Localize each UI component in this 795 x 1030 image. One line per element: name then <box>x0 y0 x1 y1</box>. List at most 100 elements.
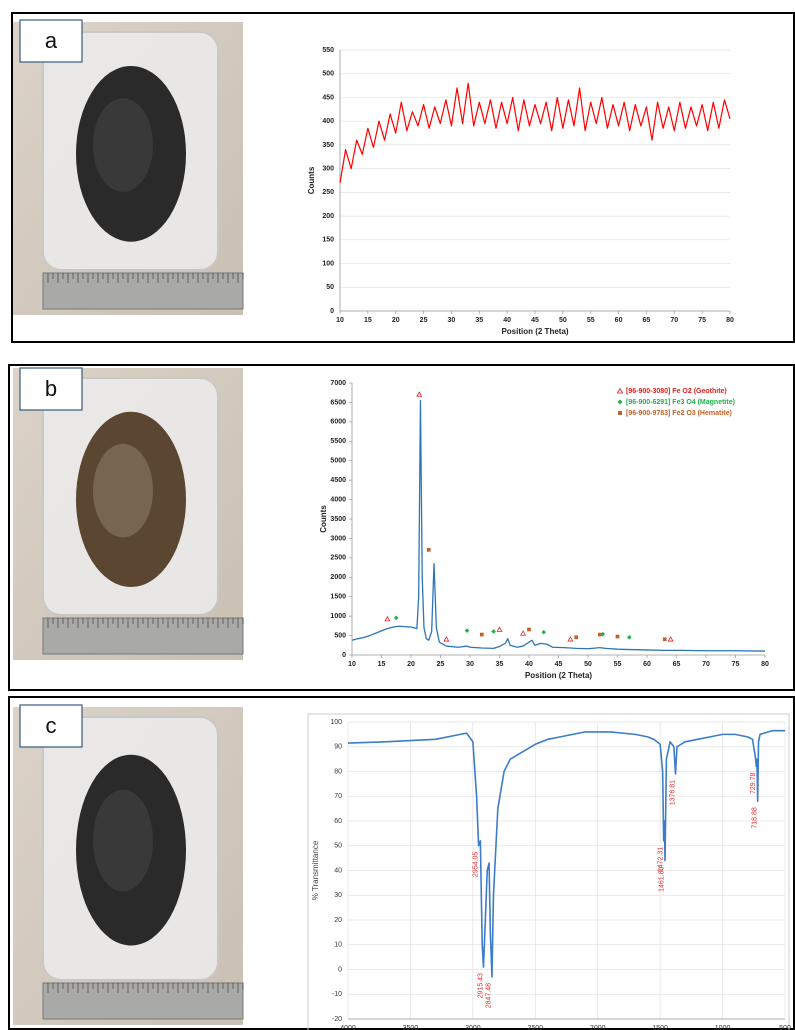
legend-marker <box>618 411 622 415</box>
y-tick-label: 150 <box>322 237 334 244</box>
sample-highlight <box>93 98 153 192</box>
x-tick-label: 70 <box>702 661 710 668</box>
x-tick-label: 65 <box>673 661 681 668</box>
x-tick-label: 45 <box>531 317 539 324</box>
x-tick-label: 80 <box>726 317 734 324</box>
y-tick-label: 1500 <box>330 594 346 601</box>
x-tick-label: 35 <box>496 661 504 668</box>
peak-label: 718.88 <box>752 807 759 829</box>
y-tick-label: 6500 <box>330 399 346 406</box>
x-tick-label: 75 <box>698 317 706 324</box>
x-tick-label: 20 <box>407 661 415 668</box>
marker <box>443 636 450 642</box>
y-tick-label: 40 <box>334 867 342 874</box>
y-tick-label: 300 <box>322 165 334 172</box>
x-axis-label: Position (2 Theta) <box>501 327 568 336</box>
legend-marker <box>617 399 623 405</box>
legend-marker <box>616 387 624 394</box>
data-line <box>339 82 731 183</box>
y-tick-label: 3000 <box>330 535 346 542</box>
x-tick-label: 2000 <box>590 1025 606 1030</box>
y-axis-label: % Transmittance <box>311 840 320 900</box>
marker <box>567 636 574 642</box>
panel-frame <box>11 12 795 343</box>
y-tick-label: 50 <box>326 284 334 291</box>
y-tick-label: 5000 <box>330 458 346 465</box>
y-tick-label: 60 <box>334 818 342 825</box>
panel-frame <box>8 364 795 691</box>
y-axis-label: Counts <box>319 505 328 533</box>
y-tick-label: 500 <box>322 71 334 78</box>
x-tick-label: 60 <box>643 661 651 668</box>
y-tick-label: 6000 <box>330 419 346 426</box>
x-tick-label: 40 <box>525 661 533 668</box>
y-tick-label: 500 <box>334 632 346 639</box>
y-tick-label: -10 <box>332 991 342 998</box>
y-axis-label: Counts <box>307 166 316 194</box>
y-tick-label: 550 <box>322 47 334 54</box>
data-line <box>351 399 766 652</box>
peak-label: 1376.81 <box>669 780 676 805</box>
x-tick-label: 2500 <box>527 1025 543 1030</box>
x-tick-label: 70 <box>670 317 678 324</box>
marker <box>597 632 602 637</box>
panel-frame <box>8 696 795 1030</box>
peak-label: 2915.43 <box>477 973 484 998</box>
y-tick-label: 1000 <box>330 613 346 620</box>
x-tick-label: 10 <box>336 317 344 324</box>
x-tick-label: 30 <box>448 317 456 324</box>
marker <box>527 627 531 632</box>
panel-label-box <box>19 704 83 748</box>
x-tick-label: 30 <box>466 661 474 668</box>
y-tick-label: 80 <box>334 768 342 775</box>
y-tick-label: 30 <box>334 892 342 899</box>
x-tick-label: 50 <box>584 661 592 668</box>
y-tick-label: 10 <box>334 942 342 949</box>
x-tick-label: 80 <box>761 661 769 668</box>
y-tick-label: 350 <box>322 142 334 149</box>
x-tick-label: 25 <box>437 661 445 668</box>
x-tick-label: 40 <box>503 317 511 324</box>
panel-frames <box>8 12 795 1030</box>
peak-label: 2847.48 <box>486 983 493 1008</box>
panel-label: c <box>46 713 57 738</box>
y-tick-label: 0 <box>342 652 346 659</box>
marker <box>541 629 547 635</box>
x-tick-label: 50 <box>559 317 567 324</box>
x-tick-label: 3000 <box>465 1025 481 1030</box>
x-tick-label: 75 <box>732 661 740 668</box>
marker <box>627 634 632 640</box>
photo <box>13 707 244 1025</box>
y-tick-label: 3500 <box>330 516 346 523</box>
marker <box>662 637 667 642</box>
plot-frame <box>307 713 790 1030</box>
marker <box>667 636 674 642</box>
x-tick-label: 60 <box>615 317 623 324</box>
x-tick-label: 35 <box>475 317 483 324</box>
sample-highlight <box>93 789 153 892</box>
y-tick-label: 4000 <box>330 496 346 503</box>
x-tick-label: 1500 <box>652 1025 668 1030</box>
marker <box>393 615 399 621</box>
y-tick-label: 7000 <box>330 380 346 387</box>
peak-label: 729.78 <box>750 772 757 794</box>
y-tick-label: 20 <box>334 917 342 924</box>
legend-label: [96-900-6291] Fe3 O4 (Magnetite) <box>626 399 735 406</box>
y-tick-label: 2500 <box>330 555 346 562</box>
x-tick-label: 500 <box>779 1025 791 1030</box>
data-line <box>347 729 785 978</box>
y-tick-label: 250 <box>322 189 334 196</box>
y-tick-label: 4500 <box>330 477 346 484</box>
marker <box>574 635 579 640</box>
y-tick-label: 450 <box>322 94 334 101</box>
y-tick-label: 100 <box>322 260 334 267</box>
x-tick-label: 15 <box>378 661 386 668</box>
photo <box>13 22 244 315</box>
x-tick-label: 55 <box>587 317 595 324</box>
x-axis-label: Position (2 Theta) <box>525 671 592 680</box>
x-tick-label: 45 <box>555 661 563 668</box>
y-tick-label: -20 <box>332 1016 342 1023</box>
peak-label: 1472.31 <box>657 847 664 872</box>
x-tick-label: 3500 <box>403 1025 419 1030</box>
